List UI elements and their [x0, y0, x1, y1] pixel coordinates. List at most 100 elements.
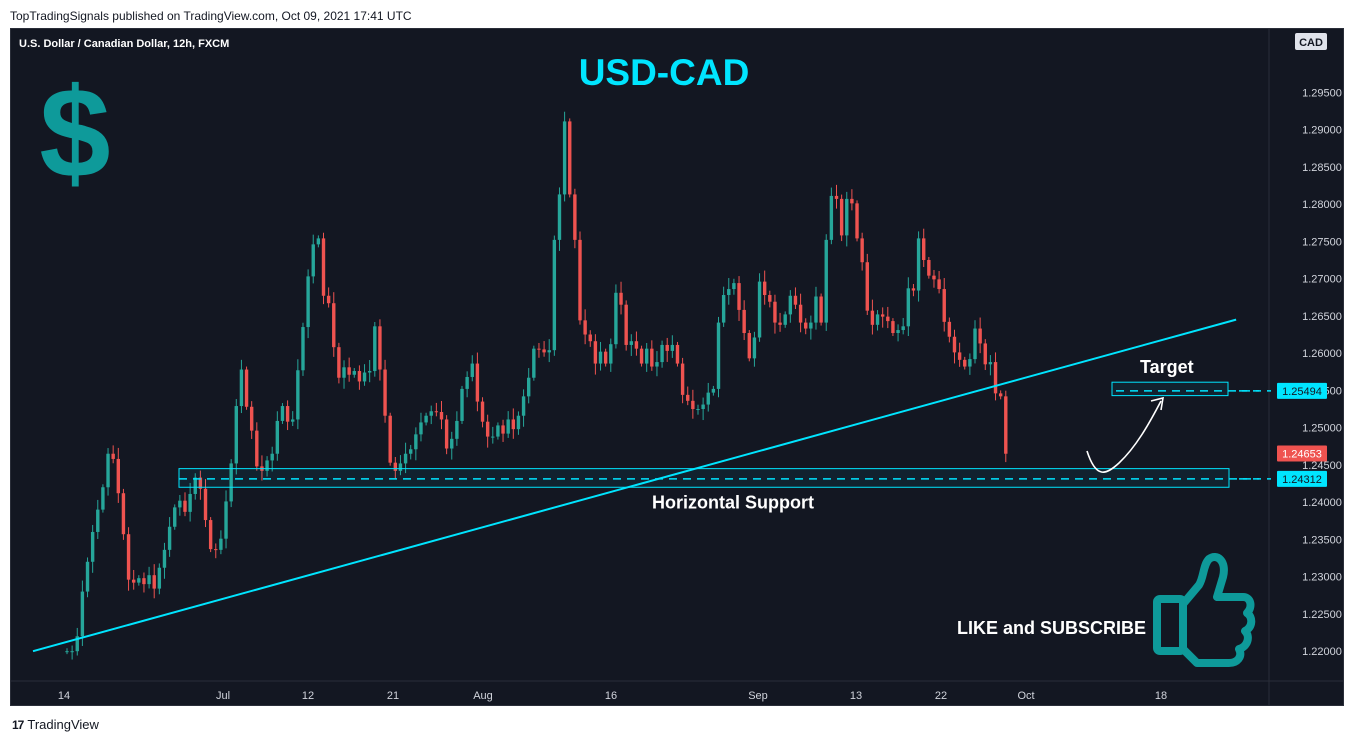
candle [383, 359, 387, 423]
candle-body [783, 314, 787, 325]
candle [619, 281, 623, 315]
candle-body [306, 276, 310, 328]
candle [439, 400, 444, 430]
price-tick-label: 1.29500 [1302, 87, 1342, 99]
candle-body [65, 651, 69, 653]
candle-body [747, 333, 751, 359]
candle [332, 292, 336, 357]
candle [316, 235, 321, 248]
candle-body [173, 507, 177, 527]
candle-body [357, 371, 362, 382]
target-zone[interactable] [1111, 381, 1229, 397]
candle [434, 402, 439, 417]
candle [188, 482, 192, 522]
candle-body [460, 388, 464, 421]
time-tick-label: Oct [1017, 690, 1034, 702]
candle [957, 342, 962, 367]
price-label: 1.25494 [1239, 382, 1327, 399]
candle-body [619, 292, 623, 305]
candle-body [804, 322, 808, 329]
candle [311, 234, 315, 284]
candle-body [993, 362, 998, 394]
price-tick-label: 1.23000 [1302, 572, 1342, 584]
candle [214, 543, 218, 559]
candle-body [157, 567, 162, 589]
candle [183, 492, 187, 517]
chart-panel[interactable]: Horizontal Support Target U.S. Dollar / … [10, 28, 1344, 706]
candle-body [778, 322, 782, 325]
candle [773, 294, 777, 334]
candle [296, 359, 300, 430]
price-axis[interactable]: 1.29500 1.29000 1.28500 1.28000 1.27500 1.270… [1302, 87, 1342, 658]
trendline[interactable] [32, 318, 1237, 653]
support-zone[interactable] [178, 468, 1230, 488]
candle-body [973, 328, 977, 360]
time-axis[interactable]: 14 Jul 12 21 Aug 16 Sep 13 22 Oct 18 [58, 690, 1167, 702]
candle [337, 342, 341, 384]
candle-body [634, 341, 639, 349]
candle [814, 286, 818, 330]
candle [886, 306, 890, 329]
published-header: TopTradingSignals published on TradingVi… [10, 9, 412, 23]
candle [634, 331, 639, 356]
candle-body [96, 509, 100, 532]
candle-body [916, 238, 921, 291]
candle-body [203, 488, 208, 521]
projection-arrow [1086, 400, 1162, 473]
candle-body [465, 376, 469, 389]
candle [603, 348, 608, 367]
candle-body [485, 421, 490, 437]
candle [927, 257, 931, 279]
candle-body [249, 406, 254, 431]
time-tick-label: 16 [605, 690, 617, 702]
candle-body [891, 321, 895, 334]
candle [460, 385, 464, 424]
candle [670, 335, 675, 358]
candle [106, 448, 110, 496]
candle [757, 273, 762, 342]
candle [255, 422, 259, 471]
candle [665, 337, 669, 362]
candle-body [998, 393, 1003, 397]
price-label-text: 1.24312 [1282, 474, 1322, 486]
candle [691, 389, 695, 419]
candle [891, 318, 895, 336]
candle [485, 414, 490, 448]
candle-body [932, 275, 936, 280]
candle-body [455, 420, 459, 439]
price-tick-label: 1.27500 [1302, 236, 1342, 248]
candle [542, 341, 546, 357]
candle [85, 557, 90, 598]
candle-body [532, 348, 536, 378]
candle-body [629, 341, 633, 345]
price-chart[interactable]: Horizontal Support Target U.S. Dollar / … [11, 29, 1343, 705]
candle-body [296, 370, 300, 420]
candle-body [255, 430, 259, 467]
candle-body [234, 406, 238, 464]
candle-body [506, 419, 510, 434]
candle-body [137, 578, 141, 583]
candle-body [603, 351, 608, 364]
candle-body [711, 388, 716, 393]
candle [131, 569, 136, 590]
candle [90, 524, 95, 573]
candle [342, 360, 346, 389]
candle [537, 343, 541, 358]
candle-body [901, 326, 905, 331]
candle-body [116, 458, 120, 494]
candle-body [552, 239, 557, 351]
candle-body [239, 369, 244, 407]
candle [696, 404, 700, 415]
footer-brand[interactable]: 17 TradingView [12, 717, 99, 732]
candle [901, 317, 905, 335]
candle-body [106, 453, 110, 488]
candle-body [362, 372, 367, 382]
candle-body [475, 363, 480, 402]
candle-body [224, 501, 228, 539]
headline: USD-CAD [579, 52, 750, 93]
candle [280, 403, 285, 424]
price-tick-label: 1.27000 [1302, 274, 1342, 286]
candle [783, 311, 787, 328]
thumbs-up-icon [1153, 553, 1256, 667]
candle [865, 253, 869, 315]
